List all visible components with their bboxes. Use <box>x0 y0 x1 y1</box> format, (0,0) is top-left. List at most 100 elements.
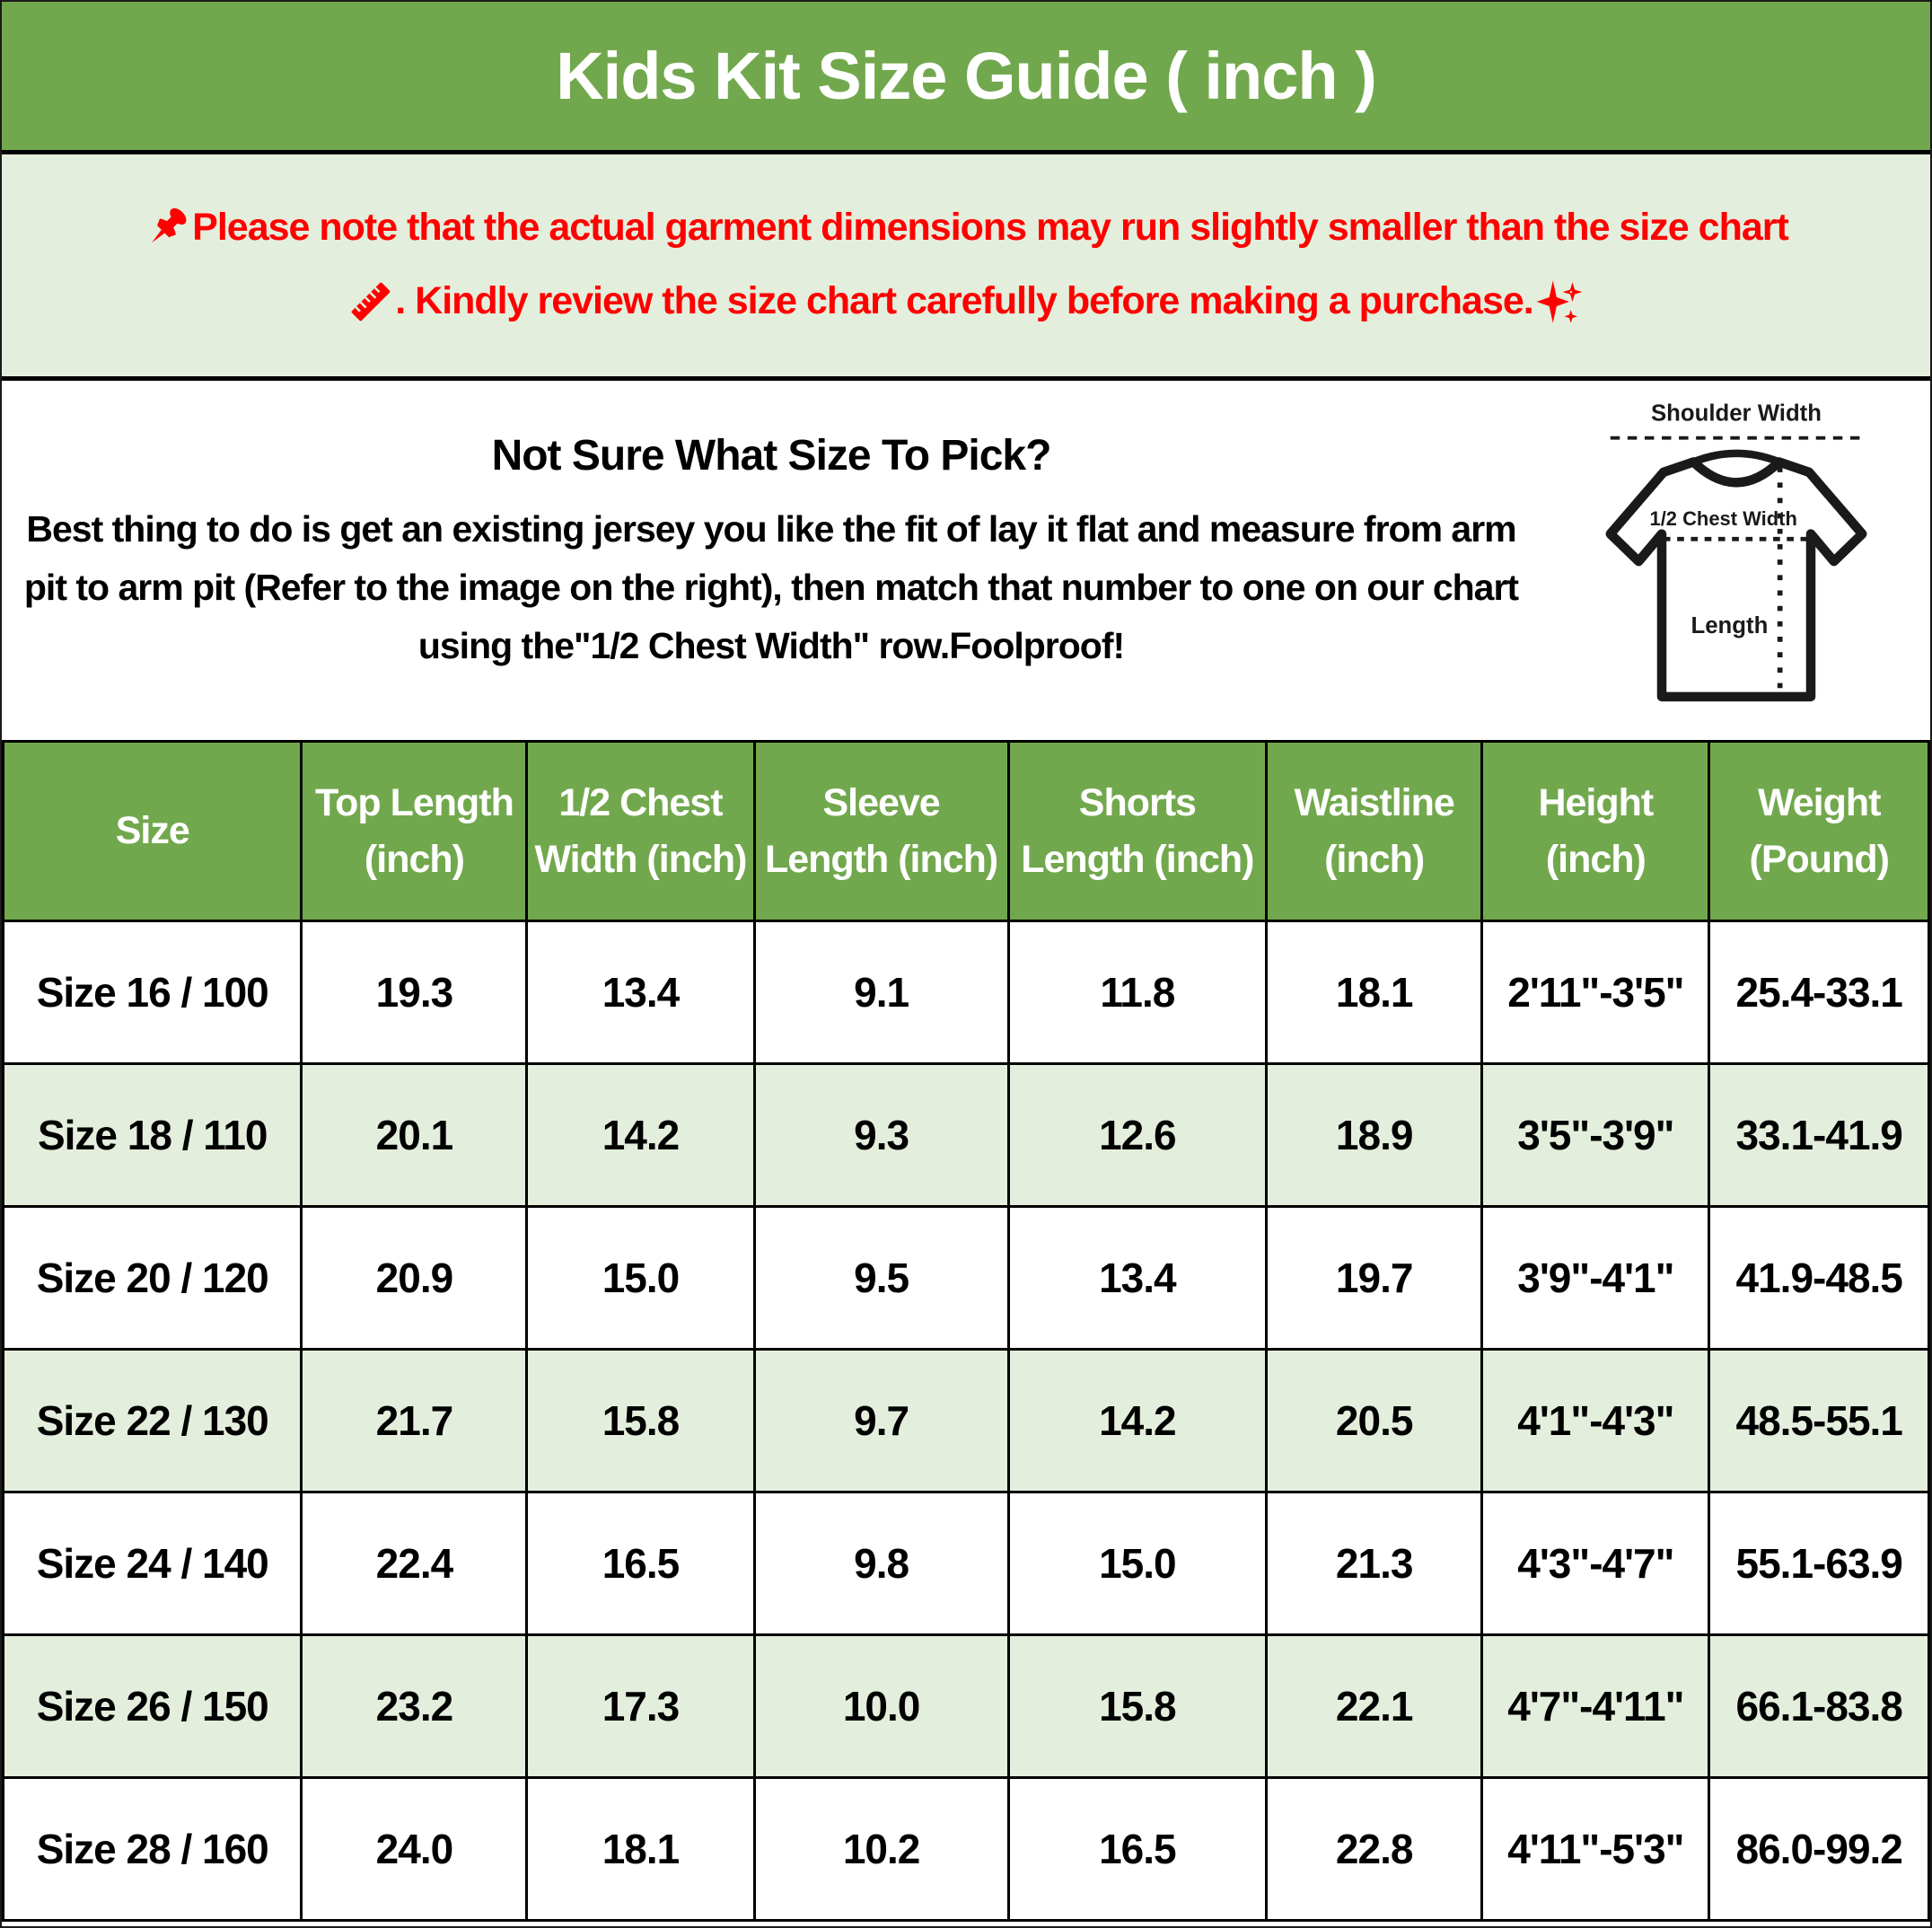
notice-line-1: Please note that the actual garment dime… <box>144 204 1789 252</box>
ruler-icon <box>347 277 395 326</box>
value-cell: 9.8 <box>752 1491 1010 1636</box>
value-cell: 19.7 <box>1265 1205 1484 1351</box>
column-header-line2: (inch) <box>1324 837 1425 881</box>
value-cell: 2'11"-3'5" <box>1480 920 1711 1065</box>
value-cell: 19.3 <box>300 920 529 1065</box>
tshirt-collar <box>1691 449 1781 466</box>
column-header-line1: Sleeve <box>822 781 940 825</box>
shoulder-width-label: Shoulder Width <box>1651 401 1822 427</box>
value-cell: 33.1-41.9 <box>1708 1062 1930 1208</box>
value-cell: 10.2 <box>752 1776 1010 1922</box>
value-cell: 14.2 <box>1006 1348 1269 1493</box>
table-row: Size 22 / 130 21.7 15.8 9.7 14.2 20.5 4'1"-4'3… <box>2 1348 1930 1493</box>
value-cell: 41.9-48.5 <box>1708 1205 1930 1351</box>
value-cell: 23.2 <box>300 1633 529 1779</box>
column-header-line2: Length (inch) <box>1021 837 1254 881</box>
title-bar: Kids Kit Size Guide ( inch ) <box>2 2 1930 154</box>
value-cell: 12.6 <box>1006 1062 1269 1208</box>
table-row: Size 18 / 110 20.1 14.2 9.3 12.6 18.9 3'5"-3'9… <box>2 1062 1930 1208</box>
value-cell: 18.1 <box>525 1776 756 1922</box>
size-cell: Size 16 / 100 <box>2 920 303 1065</box>
column-header-line2: Length (inch) <box>764 837 998 881</box>
value-cell: 48.5-55.1 <box>1708 1348 1930 1493</box>
value-cell: 4'7"-4'11" <box>1480 1633 1711 1779</box>
value-cell: 3'9"-4'1" <box>1480 1205 1711 1351</box>
sparkles-icon <box>1533 276 1585 328</box>
column-header-line2: (Pound) <box>1749 837 1890 881</box>
column-header: Sleeve Length (inch) <box>752 740 1010 922</box>
size-table: Size Top Length (inch) 1/2 Chest Width (inch… <box>2 740 1930 1922</box>
value-cell: 55.1-63.9 <box>1708 1491 1930 1636</box>
column-header-line1: Shorts <box>1078 781 1197 825</box>
column-header: Weight (Pound) <box>1708 740 1930 922</box>
notice-banner: Please note that the actual garment dime… <box>2 154 1930 381</box>
table-row: Size 16 / 100 19.3 13.4 9.1 11.8 18.1 2'11"-3'… <box>2 920 1930 1065</box>
notice-line-2: . Kindly review the size chart carefully… <box>347 276 1585 328</box>
size-cell: Size 28 / 160 <box>2 1776 303 1922</box>
value-cell: 17.3 <box>525 1633 756 1779</box>
value-cell: 21.3 <box>1265 1491 1484 1636</box>
table-header-row: Size Top Length (inch) 1/2 Chest Width (inch… <box>2 740 1930 922</box>
value-cell: 86.0-99.2 <box>1708 1776 1930 1922</box>
column-header-line2: (inch) <box>364 837 465 881</box>
column-header-line2: (inch) <box>1545 837 1647 881</box>
value-cell: 15.0 <box>1006 1491 1269 1636</box>
size-cell: Size 24 / 140 <box>2 1491 303 1636</box>
value-cell: 20.1 <box>300 1062 529 1208</box>
column-header: Waistline (inch) <box>1265 740 1484 922</box>
value-cell: 11.8 <box>1006 920 1269 1065</box>
column-header-line2: Width (inch) <box>534 837 747 881</box>
page-title: Kids Kit Size Guide ( inch ) <box>556 39 1377 113</box>
value-cell: 15.0 <box>525 1205 756 1351</box>
notice-text-1: Please note that the actual garment dime… <box>192 206 1789 249</box>
tshirt-measurement-diagram: Shoulder Width 1/2 Chest Width Length <box>1605 401 1867 702</box>
table-row: Size 26 / 150 23.2 17.3 10.0 15.8 22.1 4'7"-4'… <box>2 1633 1930 1779</box>
value-cell: 3'5"-3'9" <box>1480 1062 1711 1208</box>
value-cell: 22.4 <box>300 1491 529 1636</box>
value-cell: 4'11"-5'3" <box>1480 1776 1711 1922</box>
value-cell: 10.0 <box>752 1633 1010 1779</box>
value-cell: 9.5 <box>752 1205 1010 1351</box>
value-cell: 20.5 <box>1265 1348 1484 1493</box>
value-cell: 16.5 <box>1006 1776 1269 1922</box>
value-cell: 9.1 <box>752 920 1010 1065</box>
value-cell: 16.5 <box>525 1491 756 1636</box>
column-header-line1: Top Length <box>315 781 514 825</box>
size-cell: Size 20 / 120 <box>2 1205 303 1351</box>
value-cell: 4'3"-4'7" <box>1480 1491 1711 1636</box>
value-cell: 15.8 <box>1006 1633 1269 1779</box>
value-cell: 24.0 <box>300 1776 529 1922</box>
info-heading: Not Sure What Size To Pick? <box>491 432 1052 480</box>
size-cell: Size 18 / 110 <box>2 1062 303 1208</box>
value-cell: 66.1-83.8 <box>1708 1633 1930 1779</box>
column-header-line1: Size <box>115 809 190 853</box>
pushpin-icon <box>144 204 192 252</box>
value-cell: 9.7 <box>752 1348 1010 1493</box>
column-header: 1/2 Chest Width (inch) <box>525 740 756 922</box>
value-cell: 9.3 <box>752 1062 1010 1208</box>
value-cell: 18.1 <box>1265 920 1484 1065</box>
value-cell: 13.4 <box>1006 1205 1269 1351</box>
column-header: Height (inch) <box>1480 740 1711 922</box>
column-header-line1: Height <box>1538 781 1654 825</box>
column-header: Top Length (inch) <box>300 740 529 922</box>
column-header-line1: 1/2 Chest <box>558 781 723 825</box>
value-cell: 21.7 <box>300 1348 529 1493</box>
value-cell: 13.4 <box>525 920 756 1065</box>
info-section: Not Sure What Size To Pick? Best thing t… <box>2 381 1930 740</box>
tshirt-outline <box>1605 457 1867 702</box>
length-label: Length <box>1690 613 1768 638</box>
table-row: Size 24 / 140 22.4 16.5 9.8 15.0 21.3 4'3"-4'7… <box>2 1491 1930 1636</box>
value-cell: 25.4-33.1 <box>1708 920 1930 1065</box>
table-row: Size 28 / 160 24.0 18.1 10.2 16.5 22.8 4'11"-5… <box>2 1776 1930 1922</box>
value-cell: 22.1 <box>1265 1633 1484 1779</box>
value-cell: 15.8 <box>525 1348 756 1493</box>
notice-text-2: . Kindly review the size chart carefully… <box>395 279 1533 322</box>
column-header: Size <box>2 740 303 922</box>
value-cell: 22.8 <box>1265 1776 1484 1922</box>
column-header-line1: Weight <box>1757 781 1882 825</box>
value-cell: 14.2 <box>525 1062 756 1208</box>
value-cell: 4'1"-4'3" <box>1480 1348 1711 1493</box>
value-cell: 18.9 <box>1265 1062 1484 1208</box>
